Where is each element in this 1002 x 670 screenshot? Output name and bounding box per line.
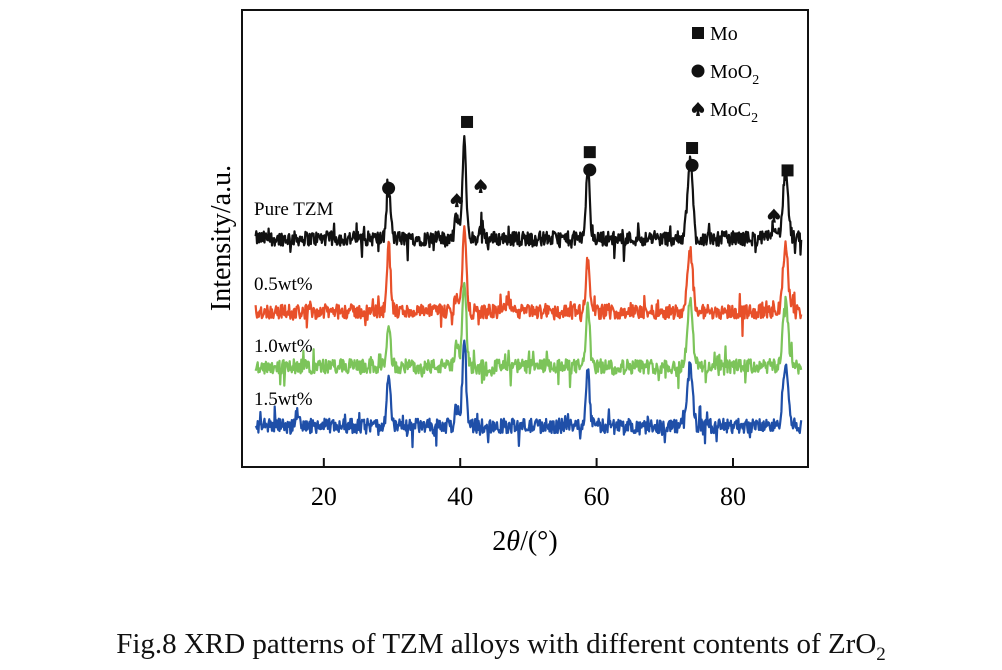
phase-marker-mo (461, 115, 474, 128)
legend-marker-square (692, 27, 704, 39)
legend-marker-circle (691, 64, 705, 78)
series-label: 1.5wt% (254, 389, 313, 410)
series-label: Pure TZM (254, 199, 333, 220)
series-label: 1.0wt% (254, 336, 313, 357)
y-axis-title: Intensity/a.u. (206, 165, 237, 311)
x-tick-label: 60 (584, 482, 610, 511)
figure-caption: Fig.8 XRD patterns of TZM alloys with di… (116, 628, 886, 665)
series-lines (254, 135, 803, 449)
legend: Mo MoO2 MoC2 (691, 23, 759, 126)
legend-label: MoC2 (710, 99, 758, 126)
phase-marker-moc2 (474, 178, 487, 193)
phase-marker-mo (781, 164, 794, 177)
phase-markers (382, 115, 794, 223)
phase-marker-moo2 (685, 158, 699, 172)
phase-marker-moo2 (382, 181, 396, 195)
series-label: 0.5wt% (254, 274, 313, 295)
series-line-0 (254, 135, 803, 263)
x-tick-label: 20 (311, 482, 337, 511)
series-labels: Pure TZM 0.5wt% 1.0wt% 1.5wt% (254, 199, 333, 410)
series-line-2 (254, 281, 803, 390)
legend-label: MoO2 (710, 61, 759, 88)
phase-marker-moo2 (583, 163, 597, 177)
phase-marker-mo (686, 142, 699, 155)
legend-label: Mo (710, 23, 738, 45)
phase-marker-mo (583, 146, 596, 159)
series-line-1 (254, 225, 803, 338)
x-tick-label: 80 (720, 482, 746, 511)
phase-marker-moc2 (767, 208, 781, 223)
x-ticks: 20 40 60 80 (311, 458, 746, 511)
phase-marker-moc2 (450, 193, 463, 208)
x-tick-label: 40 (447, 482, 473, 511)
plot-frame (241, 9, 809, 468)
x-axis-title: 2θ/(°) (492, 526, 557, 557)
legend-marker-spade (691, 102, 705, 116)
series-line-3 (254, 339, 803, 449)
